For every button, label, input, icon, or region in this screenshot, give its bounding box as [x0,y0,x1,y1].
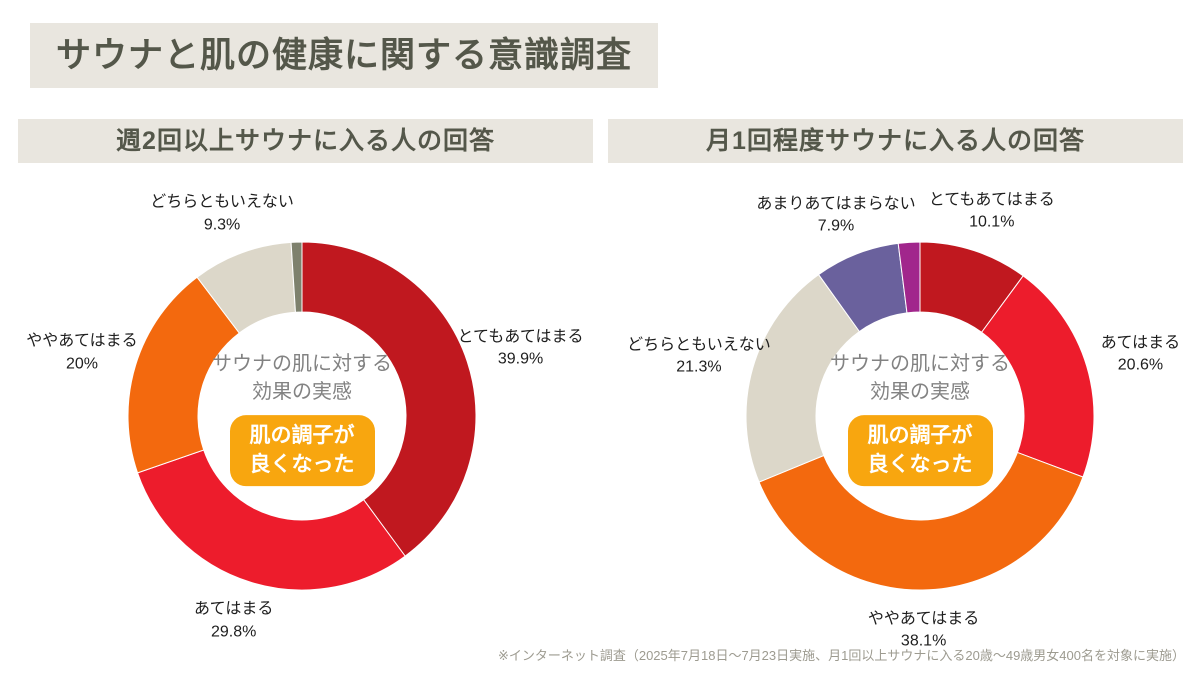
chart-header-monthly: 月1回程度サウナに入る人の回答 [608,119,1183,163]
donut-center-label: サウナの肌に対する 効果の実感 肌の調子が 良くなった [187,350,417,487]
segment-label-0: とてもあてはまる 39.9% [457,328,584,368]
donut-center-title: サウナの肌に対する 効果の実感 [830,353,1010,404]
donut-slice-1 [136,449,406,591]
donut-slice-5 [897,241,921,314]
segment-label-0: とてもあてはまる 10.1% [928,191,1055,231]
segment-label-2: ややあてはまる 20% [26,333,138,373]
donut-slice-4 [290,241,303,313]
page-title: サウナと肌の健康に関する意識調査 [30,23,659,88]
donut-slice-1 [980,275,1095,478]
donut-center-label: サウナの肌に対する 効果の実感 肌の調子が 良くなった [805,350,1035,487]
segment-label-3: どちらともいえない 9.3% [150,194,294,234]
segment-label-4: あまりあてはまらない 7.9% [756,195,916,235]
chart-header-weekly: 週2回以上サウナに入る人の回答 [18,119,593,163]
chart-panel-monthly: 月1回程度サウナに入る人の回答 サウナの肌に対する 効果の実感 肌の調子が 良く… [600,119,1200,664]
segment-label-2: ややあてはまる 38.1% [867,610,980,650]
donut-slice-2 [758,451,1084,591]
donut-center-title: サウナの肌に対する 効果の実感 [212,353,392,404]
segment-label-3: どちらともいえない 21.3% [627,336,771,376]
chart-panel-weekly: 週2回以上サウナに入る人の回答 サウナの肌に対する 効果の実感 肌の調子が 良く… [0,119,600,664]
highlight-badge: 肌の調子が 良くなった [847,415,993,487]
donut-chart-monthly: サウナの肌に対する 効果の実感 肌の調子が 良くなった とてもあてはまる 10.1… [627,186,1180,650]
segment-label-1: あてはまる 29.8% [193,600,274,641]
segment-label-1: あてはまる 20.6% [1100,334,1181,374]
donut-chart-svg [127,241,477,591]
donut-chart-weekly: サウナの肌に対する 効果の実感 肌の調子が 良くなった とてもあてはまる 39.9… [26,186,583,646]
survey-note: ※インターネット調査（2025年7月18日〜7月23日実施、月1回以上サウナに入… [497,648,1185,663]
donut-chart-svg [745,241,1095,591]
highlight-badge: 肌の調子が 良くなった [229,415,375,487]
donut-slice-0 [301,241,477,557]
donut-slice-3 [745,273,861,483]
